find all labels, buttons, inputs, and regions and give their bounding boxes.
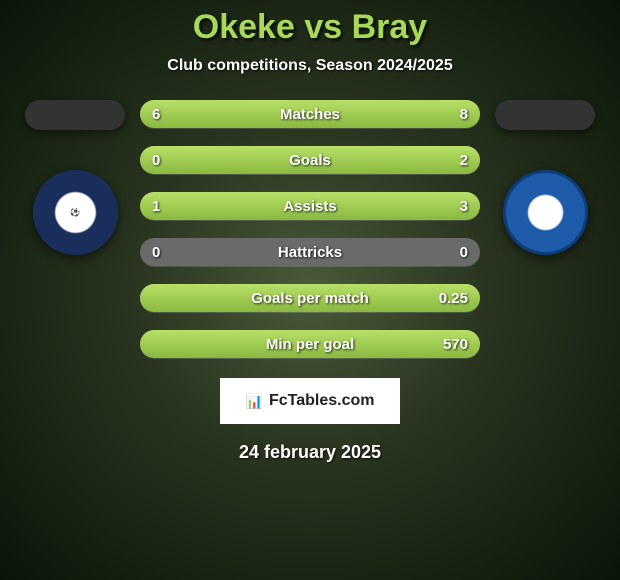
stat-label: Hattricks (278, 244, 342, 261)
stat-value-left: 6 (152, 106, 160, 123)
player-left-column: ⚽ (25, 100, 125, 255)
stat-value-right: 570 (443, 336, 468, 353)
stat-row: 6 Matches 8 (140, 100, 480, 128)
stat-value-right: 3 (460, 198, 468, 215)
stat-value-left: 1 (152, 198, 160, 215)
brand-footer: 📊 FcTables.com (220, 378, 401, 424)
comparison-area: ⚽ 6 Matches 8 0 Goals 2 1 Assists 3 0 Hattricks 0 Go… (0, 100, 620, 358)
player-left-avatar (25, 100, 125, 130)
stat-value-right: 0.25 (439, 290, 468, 307)
stat-bar-right (225, 192, 480, 220)
player-right-avatar (495, 100, 595, 130)
brand-chart-icon: 📊 (246, 393, 263, 410)
club-badge-left: ⚽ (33, 170, 118, 255)
stat-label: Matches (280, 106, 340, 123)
stat-row: Min per goal 570 (140, 330, 480, 358)
stat-value-left: 0 (152, 152, 160, 169)
stats-column: 6 Matches 8 0 Goals 2 1 Assists 3 0 Hattricks 0 Goal… (140, 100, 480, 358)
stat-label: Goals (289, 152, 331, 169)
stat-row: 0 Goals 2 (140, 146, 480, 174)
comparison-subtitle: Club competitions, Season 2024/2025 (167, 57, 452, 75)
stat-row: 0 Hattricks 0 (140, 238, 480, 266)
main-container: Okeke vs Bray Club competitions, Season … (0, 0, 620, 580)
club-badge-right-inner: HT (540, 208, 551, 217)
brand-name: FcTables.com (269, 392, 375, 410)
stat-label: Min per goal (266, 336, 354, 353)
stat-value-left: 0 (152, 244, 160, 261)
stat-row: 1 Assists 3 (140, 192, 480, 220)
stat-label: Goals per match (251, 290, 369, 307)
stat-value-right: 0 (460, 244, 468, 261)
footer-date: 24 february 2025 (239, 442, 381, 463)
stat-value-right: 8 (460, 106, 468, 123)
stat-label: Assists (283, 198, 336, 215)
club-badge-right: HT (503, 170, 588, 255)
stat-row: Goals per match 0.25 (140, 284, 480, 312)
player-right-column: HT (495, 100, 595, 255)
comparison-title: Okeke vs Bray (193, 8, 427, 47)
club-badge-left-inner: ⚽ (70, 208, 80, 217)
stat-value-right: 2 (460, 152, 468, 169)
stat-bar-left (140, 100, 286, 128)
